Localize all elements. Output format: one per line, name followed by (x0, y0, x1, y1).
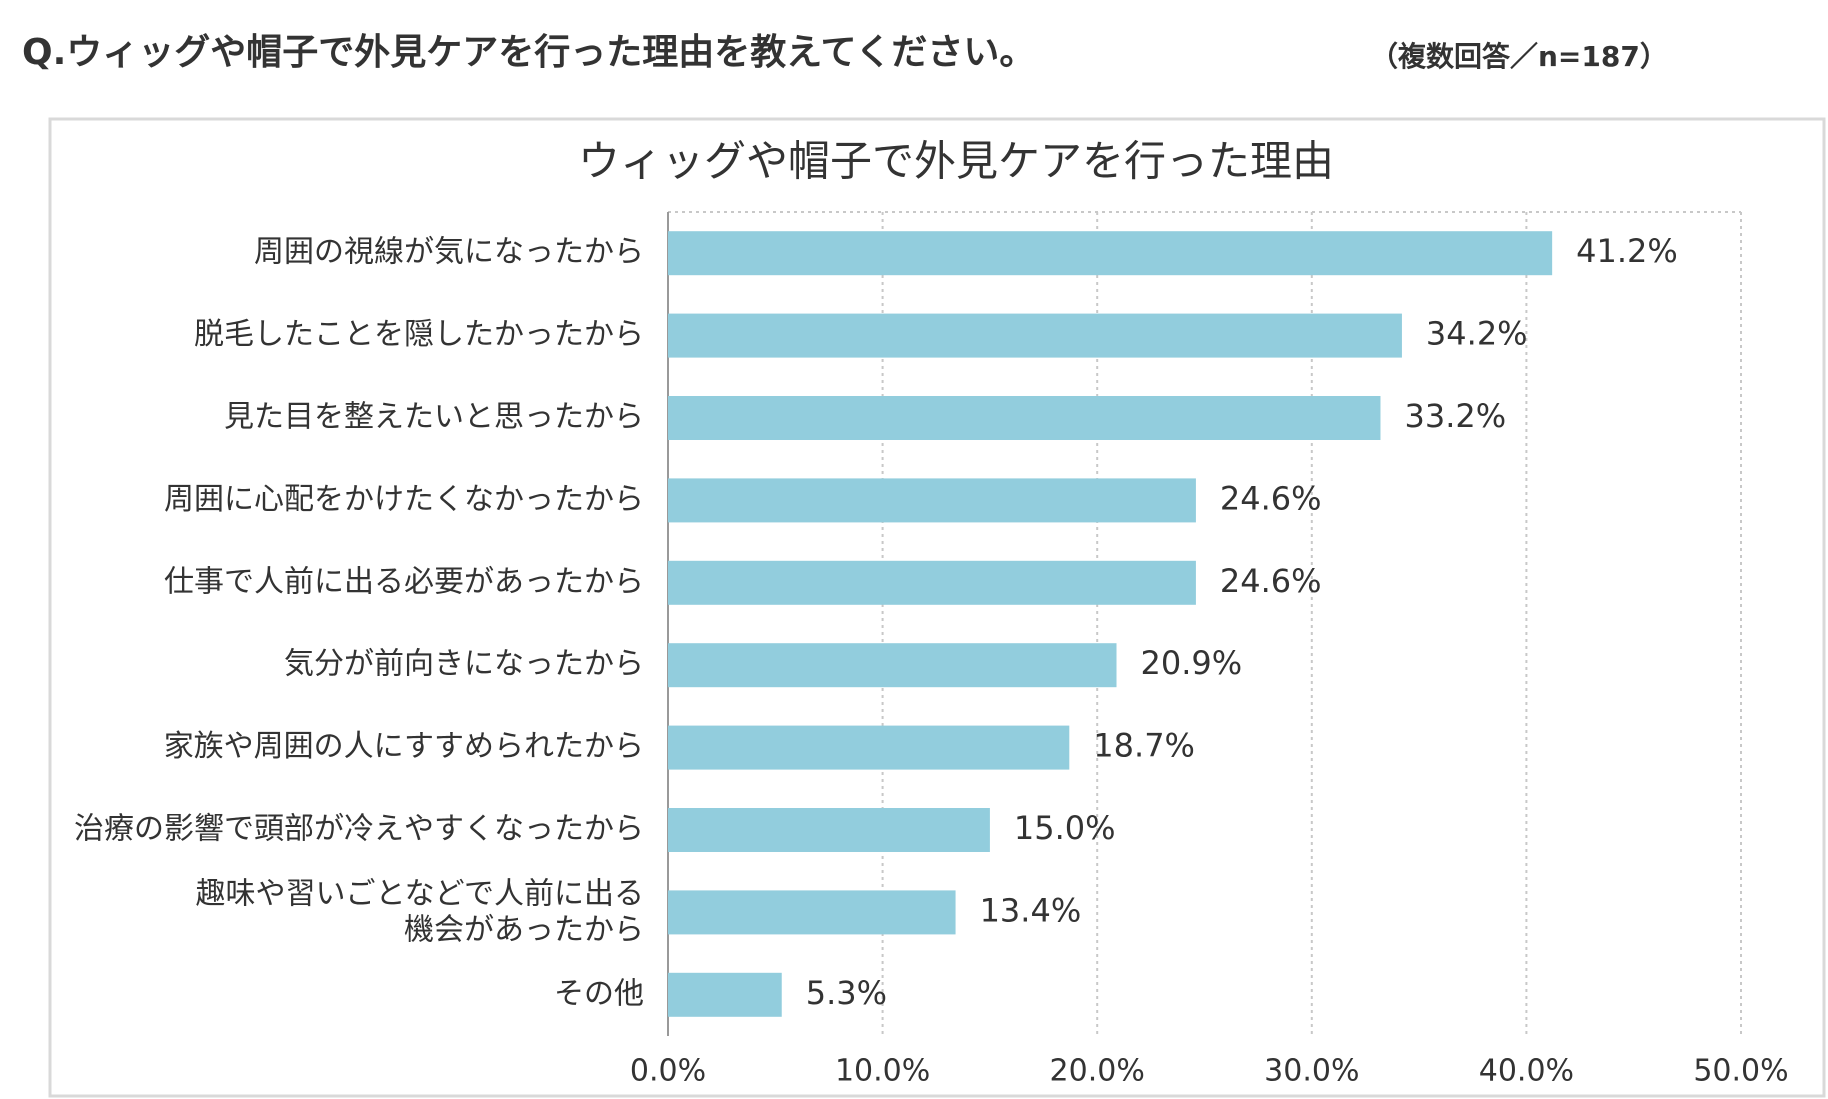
x-tick-label: 40.0% (1479, 1054, 1574, 1089)
category-label: 見た目を整えたいと思ったから (224, 400, 644, 435)
value-label: 33.2% (1404, 397, 1506, 435)
bar (668, 972, 782, 1017)
category-label: 家族や周囲の人にすすめられたから (164, 729, 644, 764)
value-label: 24.6% (1220, 562, 1322, 600)
x-tick-label: 10.0% (835, 1054, 930, 1089)
bar (668, 643, 1117, 688)
value-label: 18.7% (1093, 727, 1195, 765)
bar (668, 313, 1402, 358)
category-label: その他 (554, 976, 644, 1011)
bar (668, 725, 1070, 770)
bar (668, 890, 956, 935)
category-label: 周囲の視線が気になったから (254, 235, 644, 270)
category-label: 周囲に心配をかけたくなかったから (164, 482, 644, 517)
bar (668, 560, 1196, 605)
value-label: 15.0% (1014, 809, 1116, 847)
x-tick-label: 20.0% (1050, 1054, 1145, 1089)
category-label: 仕事で人前に出る必要があったから (164, 564, 644, 599)
category-label: 脱毛したことを隠したかったから (194, 317, 644, 352)
bar (668, 478, 1196, 523)
category-label: 気分が前向きになったから (284, 647, 644, 682)
x-tick-label: 30.0% (1264, 1054, 1359, 1089)
category-label: 治療の影響で頭部が冷えやすくなったから (74, 812, 644, 847)
x-tick-label: 50.0% (1693, 1054, 1788, 1089)
chart-title: ウィッグや帽子で外見ケアを行った理由 (578, 137, 1334, 186)
question: Q.ウィッグや帽子で外見ケアを行った理由を教えてください。 (22, 32, 1035, 73)
bar (668, 808, 990, 852)
bar (668, 231, 1553, 276)
value-label: 20.9% (1141, 644, 1243, 682)
value-label: 24.6% (1220, 479, 1322, 517)
x-tick-label: 0.0% (630, 1054, 706, 1089)
category-label: 趣味や習いごとなどで人前に出る機会があったから (196, 876, 645, 947)
bar (668, 396, 1381, 440)
value-label: 41.2% (1576, 232, 1678, 270)
value-label: 34.2% (1426, 315, 1528, 353)
value-label: 13.4% (980, 891, 1082, 929)
value-label: 5.3% (806, 974, 887, 1012)
note: （複数回答／n=187） (1370, 40, 1668, 73)
